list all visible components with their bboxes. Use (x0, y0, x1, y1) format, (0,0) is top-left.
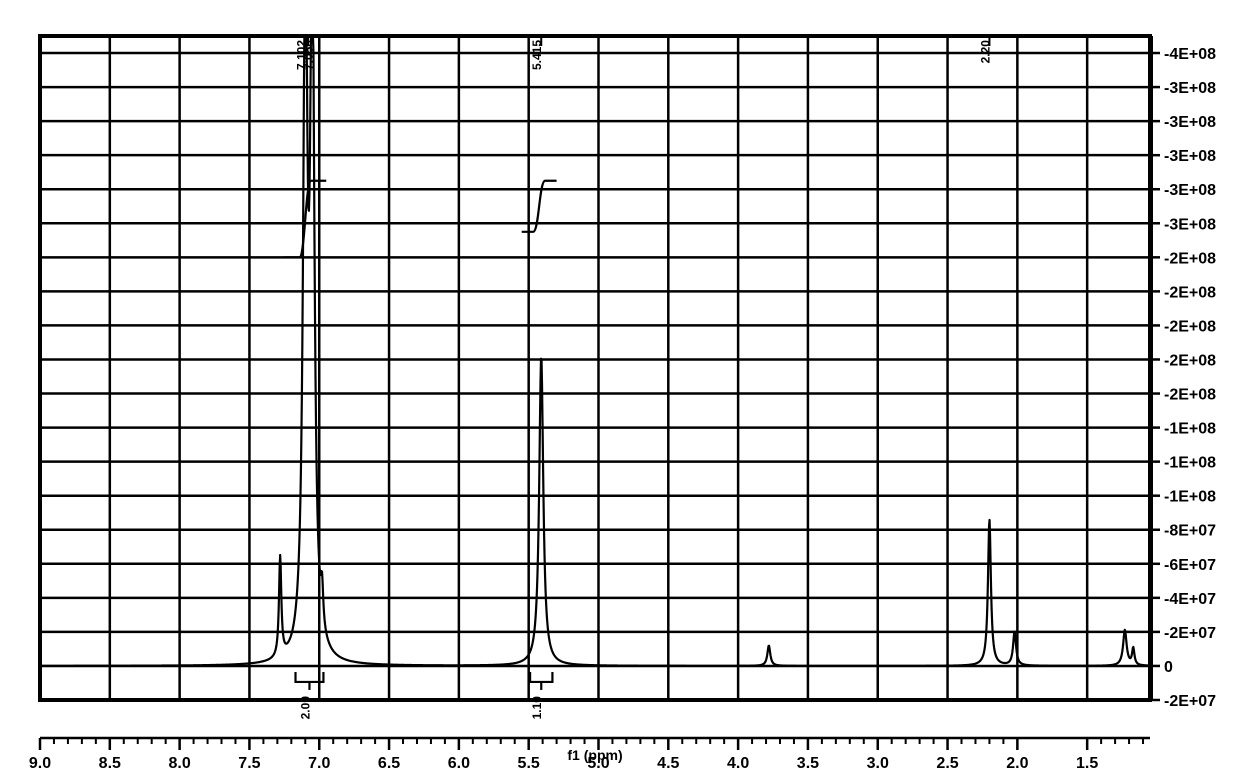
y-tick-label: -1E+08 (1164, 455, 1216, 472)
integral-label: 1.10 (530, 696, 544, 720)
y-tick-label: -2E+08 (1164, 284, 1216, 301)
x-tick-label: 9.0 (29, 755, 51, 772)
peak-label: 7.050 (301, 40, 315, 70)
y-tick-label: -3E+08 (1164, 148, 1216, 165)
peak-label: 5.415 (530, 40, 544, 70)
x-tick-label: 6.0 (448, 755, 470, 772)
y-tick-label: -2E+08 (1164, 352, 1216, 369)
peak-label: 2.20 (978, 40, 992, 64)
plot-border (40, 36, 1150, 700)
integral-label: 2.00 (298, 696, 312, 720)
x-tick-label: 7.0 (308, 755, 330, 772)
y-tick-label: -6E+07 (1164, 557, 1216, 574)
x-tick-label: 8.0 (168, 755, 190, 772)
x-tick-label: 4.0 (727, 755, 749, 772)
x-tick-label: 8.5 (99, 755, 121, 772)
y-tick-label: -4E+07 (1164, 591, 1216, 608)
y-tick-label: -2E+07 (1164, 625, 1216, 642)
integral-bracket (530, 672, 552, 682)
y-tick-label: -1E+08 (1164, 489, 1216, 506)
x-tick-label: 1.5 (1076, 755, 1098, 772)
y-tick-label: -3E+08 (1164, 182, 1216, 199)
x-tick-label: 3.0 (867, 755, 889, 772)
x-tick-label: 7.5 (238, 755, 260, 772)
y-tick-label: -1E+08 (1164, 421, 1216, 438)
y-tick-label: -2E+07 (1164, 693, 1216, 710)
chart-svg: -2E+07 0 -2E+07 -4E+07 -6E+07 -8E+07 -1E+08 -1E… (0, 0, 1240, 774)
y-tick-label: 0 (1164, 659, 1173, 676)
x-tick-label: 5.5 (518, 755, 540, 772)
spectrum-trace (40, 36, 1150, 666)
x-tick-label: 2.5 (936, 755, 958, 772)
y-tick-label: -3E+08 (1164, 80, 1216, 97)
x-tick-label: 2.0 (1006, 755, 1028, 772)
y-tick-label: -3E+08 (1164, 114, 1216, 131)
y-tick-label: -2E+08 (1164, 387, 1216, 404)
y-tick-label: -8E+07 (1164, 523, 1216, 540)
x-tick-label: 3.5 (797, 755, 819, 772)
x-tick-label: 4.5 (657, 755, 679, 772)
nmr-spectrum-chart: -2E+07 0 -2E+07 -4E+07 -6E+07 -8E+07 -1E+08 -1E… (0, 0, 1240, 774)
y-tick-label: -4E+08 (1164, 46, 1216, 63)
x-axis-title: f1 (ppm) (567, 747, 622, 763)
y-tick-label: -2E+08 (1164, 250, 1216, 267)
x-tick-label: 6.5 (378, 755, 400, 772)
y-tick-label: -2E+08 (1164, 318, 1216, 335)
y-tick-label: -3E+08 (1164, 216, 1216, 233)
